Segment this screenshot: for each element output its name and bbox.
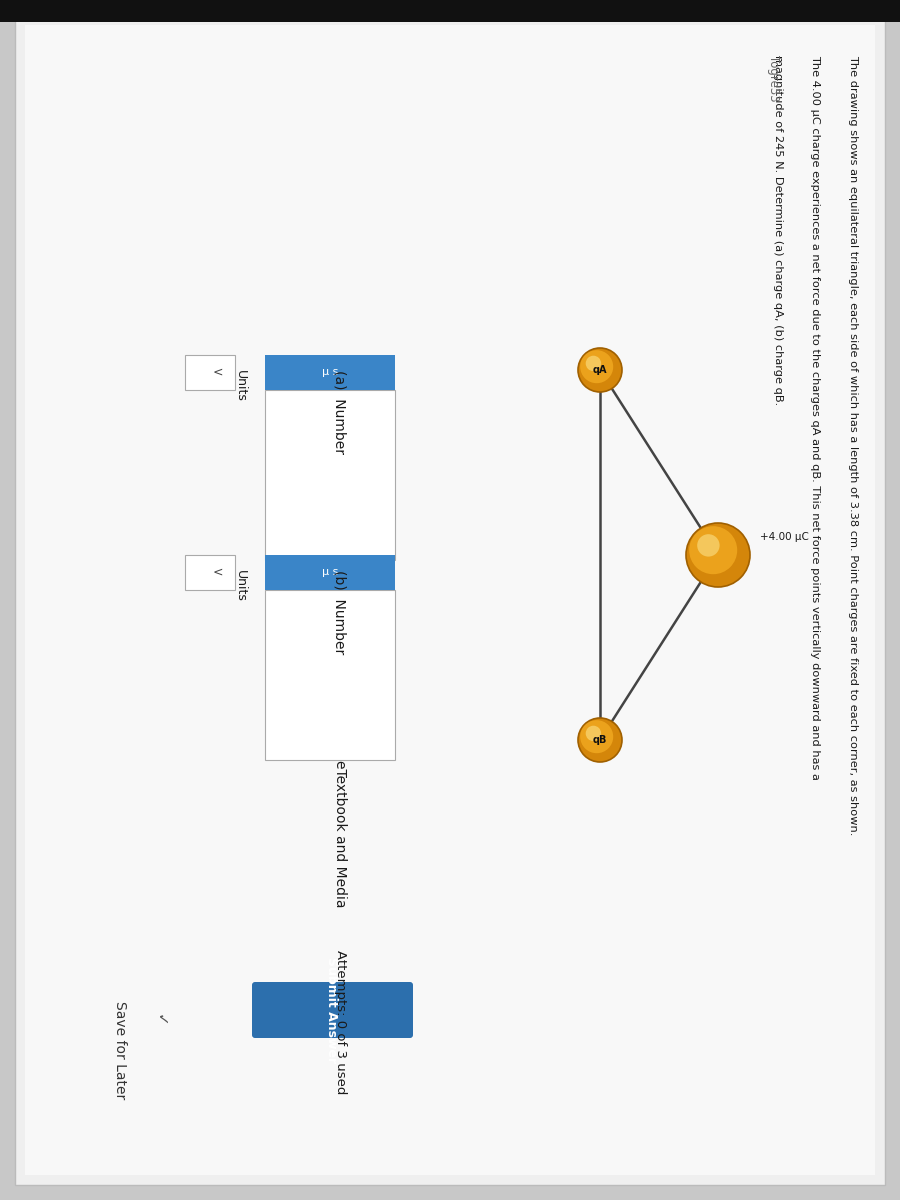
Text: <: < (212, 366, 223, 378)
Text: (b)  Number: (b) Number (333, 570, 347, 654)
Text: Save for Later: Save for Later (113, 1001, 127, 1099)
Circle shape (586, 726, 601, 742)
Circle shape (686, 523, 750, 587)
Text: +4.00 μC: +4.00 μC (760, 532, 809, 542)
Circle shape (580, 350, 613, 383)
Text: Submit Answer: Submit Answer (326, 956, 338, 1063)
FancyBboxPatch shape (15, 14, 885, 1186)
Text: (a)  Number: (a) Number (333, 370, 347, 454)
Circle shape (698, 534, 720, 557)
Text: <: < (212, 565, 223, 578)
Text: eTextbook and Media: eTextbook and Media (333, 760, 347, 907)
Text: qB: qB (593, 734, 608, 745)
Text: Units: Units (233, 570, 247, 602)
Bar (185, 355, 235, 390)
Circle shape (580, 720, 613, 754)
Text: μ s: μ s (322, 367, 338, 377)
Bar (265, 590, 395, 760)
Bar (265, 390, 395, 560)
Text: The 4.00 μC charge experiences a net force due to the charges qA and qB. This ne: The 4.00 μC charge experiences a net for… (810, 55, 820, 780)
Bar (265, 554, 395, 590)
Circle shape (586, 355, 601, 371)
Text: The drawing shows an equilateral triangle, each side of which has a length of 3.: The drawing shows an equilateral triangl… (848, 55, 858, 835)
Bar (0, 0, 900, 22)
Text: μ s: μ s (322, 566, 338, 577)
Circle shape (578, 718, 622, 762)
FancyBboxPatch shape (252, 982, 413, 1038)
Bar (185, 554, 235, 590)
Bar (265, 355, 395, 390)
Text: ✓: ✓ (152, 1014, 167, 1026)
Text: magnitude of 245 N. Determine (a) charge qA, (b) charge qB.: magnitude of 245 N. Determine (a) charge… (773, 55, 783, 406)
Text: Togre33: Togre33 (767, 55, 780, 102)
Text: Units: Units (233, 370, 247, 402)
Text: Attempts: 0 of 3 used: Attempts: 0 of 3 used (334, 950, 346, 1094)
Circle shape (689, 526, 737, 575)
Circle shape (578, 348, 622, 392)
Text: qA: qA (593, 365, 608, 374)
